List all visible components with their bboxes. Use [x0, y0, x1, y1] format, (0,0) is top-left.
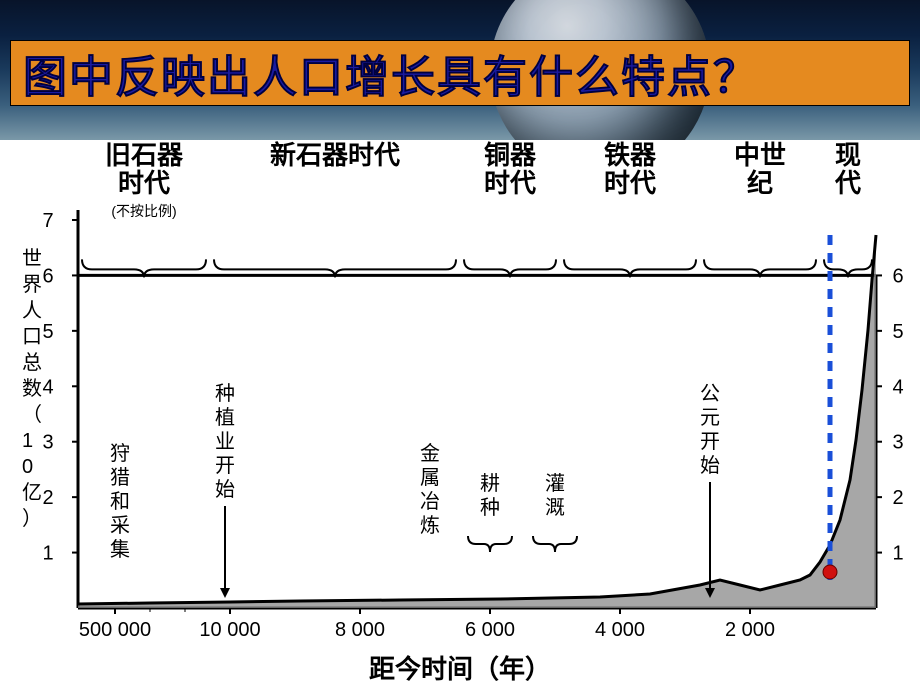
svg-text:炼: 炼: [420, 514, 440, 537]
svg-text:亿: 亿: [22, 481, 42, 504]
svg-text:1: 1: [892, 543, 903, 565]
svg-text:4 000: 4 000: [595, 619, 645, 641]
svg-text:纪: 纪: [747, 168, 773, 198]
svg-text:500 000: 500 000: [79, 619, 151, 641]
svg-text:业: 业: [215, 430, 235, 453]
svg-text:）: ）: [22, 507, 42, 530]
svg-text:（: （: [22, 403, 42, 426]
svg-text:世: 世: [22, 247, 42, 270]
svg-text:始: 始: [215, 478, 235, 501]
svg-text:1: 1: [22, 430, 33, 452]
svg-text:3: 3: [892, 432, 903, 454]
svg-text:铁器: 铁器: [604, 140, 657, 170]
svg-text:和: 和: [110, 490, 130, 513]
svg-text:开: 开: [215, 455, 235, 477]
svg-text:元: 元: [700, 407, 720, 429]
svg-text:7: 7: [42, 210, 53, 232]
title-bar: 图中反映出人口增长具有什么特点？: [10, 40, 910, 106]
svg-text:6 000: 6 000: [465, 619, 515, 641]
svg-text:0: 0: [22, 456, 33, 478]
svg-text:5: 5: [892, 321, 903, 343]
svg-text:5: 5: [42, 321, 53, 343]
svg-text:灌: 灌: [545, 472, 565, 495]
svg-text:集: 集: [110, 538, 130, 561]
svg-text:属: 属: [420, 467, 440, 489]
svg-text:2: 2: [892, 487, 903, 509]
svg-text:界: 界: [22, 274, 42, 296]
svg-text:时代: 时代: [604, 168, 656, 198]
svg-text:3: 3: [42, 432, 53, 454]
population-chart: 1234567123456世界人口总数（10亿）500 00010 0008 0…: [0, 140, 920, 690]
svg-text:代: 代: [834, 168, 861, 198]
svg-text:6: 6: [892, 265, 903, 287]
svg-text:开: 开: [700, 431, 720, 453]
svg-text:新石器时代: 新石器时代: [270, 140, 400, 170]
svg-text:公: 公: [700, 383, 720, 405]
svg-text:耕: 耕: [480, 472, 500, 495]
svg-text:时代: 时代: [118, 168, 170, 198]
svg-text:中世: 中世: [734, 140, 786, 170]
svg-text:8 000: 8 000: [335, 619, 385, 641]
svg-text:金: 金: [420, 442, 440, 465]
svg-text:采: 采: [110, 514, 130, 537]
svg-text:10 000: 10 000: [199, 619, 260, 641]
svg-text:1: 1: [42, 543, 53, 565]
svg-text:种: 种: [480, 496, 500, 519]
svg-text:2: 2: [42, 487, 53, 509]
svg-text:(不按比例): (不按比例): [111, 203, 176, 219]
svg-text:人: 人: [22, 299, 42, 322]
svg-text:狩: 狩: [110, 442, 130, 465]
svg-text:6: 6: [42, 265, 53, 287]
svg-text:猎: 猎: [110, 466, 130, 489]
svg-text:数: 数: [22, 377, 42, 400]
svg-text:口: 口: [22, 326, 42, 348]
svg-text:旧石器: 旧石器: [105, 140, 184, 170]
svg-text:现: 现: [835, 140, 861, 170]
svg-text:总: 总: [22, 351, 42, 374]
svg-text:植: 植: [215, 406, 235, 429]
svg-text:4: 4: [42, 376, 53, 398]
svg-text:2 000: 2 000: [725, 619, 775, 641]
svg-text:溉: 溉: [545, 496, 565, 519]
svg-text:冶: 冶: [420, 490, 440, 513]
svg-text:时代: 时代: [484, 168, 536, 198]
chart-svg: 1234567123456世界人口总数（10亿）500 00010 0008 0…: [0, 140, 920, 690]
svg-text:4: 4: [892, 376, 903, 398]
svg-text:始: 始: [700, 454, 720, 477]
svg-text:铜器: 铜器: [484, 140, 537, 170]
title-text: 图中反映出人口增长具有什么特点？: [23, 41, 759, 105]
svg-text:种: 种: [215, 382, 235, 405]
svg-text:距今时间（年）: 距今时间（年）: [369, 654, 551, 684]
